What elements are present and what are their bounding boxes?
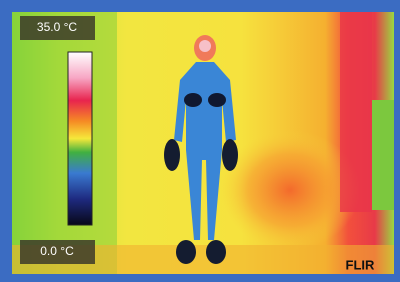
min-label: 0.0 °C [40,244,74,258]
left-wall [12,12,117,274]
top-left [184,93,202,107]
warm-area [220,130,360,250]
right-glove [222,139,238,171]
page: 35.0 °C 0.0 °C FLIR (() => { const data … [0,0,400,282]
door-edge [372,100,394,210]
color-scale [68,52,92,225]
thermal-screenshot: 35.0 °C 0.0 °C FLIR [0,0,400,282]
right-boot [206,240,226,264]
left-boot [176,240,196,264]
top-right [208,93,226,107]
max-label: 35.0 °C [37,20,77,34]
left-glove [164,139,180,171]
logo: FLIR [346,257,375,272]
face [199,40,211,52]
door [340,12,372,212]
